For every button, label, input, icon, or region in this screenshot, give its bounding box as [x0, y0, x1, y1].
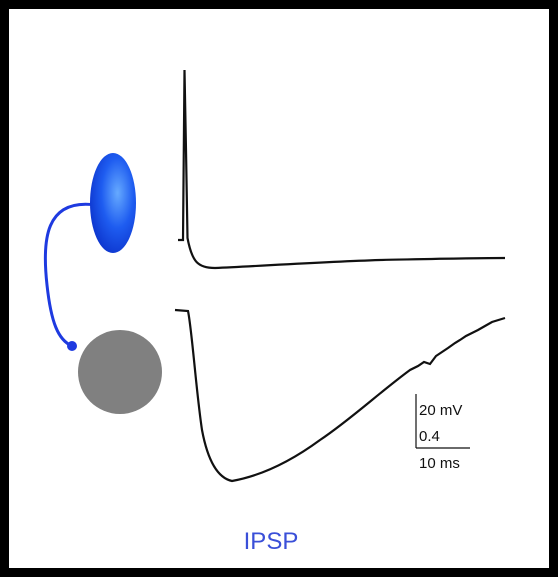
background — [9, 9, 549, 568]
scale-conductance: 0.4 — [419, 428, 440, 445]
axon — [43, 202, 97, 348]
scale-time: 10 ms — [419, 455, 460, 472]
presynaptic-trace — [178, 69, 506, 270]
presynaptic-neuron — [90, 153, 136, 253]
postsynaptic-neuron — [78, 330, 162, 414]
scale-voltage: 20 mV — [419, 402, 462, 419]
synapse — [67, 341, 77, 351]
ipsp-trace — [174, 308, 506, 483]
figure-label: IPSP — [244, 528, 299, 555]
